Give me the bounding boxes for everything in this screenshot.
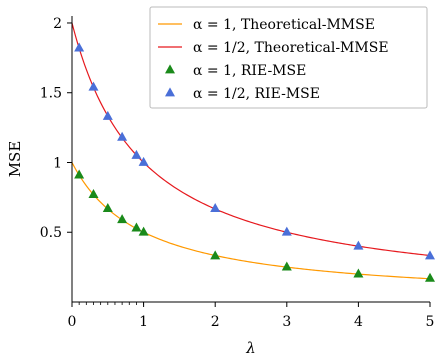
- series-3-point: [353, 240, 364, 250]
- series-line-1: [71, 22, 431, 257]
- series-3-point: [425, 250, 435, 260]
- legend-entry-label: α = 1, Theoretical-MMSE: [193, 17, 375, 33]
- legend-box: [149, 6, 428, 109]
- legend: α = 1, Theoretical-MMSE α = 1/2, Theoreti…: [149, 6, 428, 109]
- series-2-point: [281, 261, 292, 271]
- series-2-point: [117, 214, 128, 224]
- series-3-point: [138, 156, 149, 166]
- series-3-point: [117, 131, 128, 141]
- legend-entry-label: α = 1/2, Theoretical-MMSE: [193, 40, 389, 56]
- y-tick-label: 1: [53, 155, 62, 171]
- series-3-point: [210, 202, 221, 212]
- legend-entry-label: α = 1/2, RIE-MSE: [193, 86, 320, 102]
- series-2-point: [102, 202, 113, 212]
- series-2-point: [425, 272, 435, 282]
- axes: 0 1 2 3 4 5 0.5 1 1.5 2: [40, 16, 435, 330]
- series-line-0: [71, 162, 431, 280]
- x-tick-label: 2: [211, 314, 220, 330]
- series-3-point: [281, 226, 292, 236]
- series-3-point: [74, 42, 85, 52]
- series-2-point: [131, 222, 142, 232]
- x-tick-label: 4: [354, 314, 363, 330]
- y-tick-label: 0.5: [40, 225, 62, 241]
- series-2-point: [74, 169, 85, 179]
- series-2-point: [138, 226, 149, 236]
- x-tick-label: 5: [426, 314, 435, 330]
- legend-marker-swatch: [165, 87, 175, 97]
- y-axis-title: MSE: [6, 141, 24, 178]
- y-tick-label: 1.5: [40, 86, 62, 102]
- x-tick-label: 0: [68, 314, 77, 330]
- x-tick-label: 1: [139, 314, 148, 330]
- series-3-point: [88, 81, 99, 91]
- series-3-point: [102, 110, 113, 120]
- plot-area: [71, 22, 435, 282]
- y-tick-label: 2: [53, 16, 62, 32]
- legend-entry-label: α = 1, RIE-MSE: [193, 63, 306, 79]
- series-2-point: [88, 189, 99, 198]
- series-2-point: [353, 268, 364, 278]
- legend-marker-swatch: [165, 64, 175, 74]
- x-tick-label: 3: [282, 314, 291, 330]
- x-axis-title: λ: [245, 339, 256, 357]
- series-3-point: [131, 149, 142, 159]
- series-2-point: [210, 250, 221, 260]
